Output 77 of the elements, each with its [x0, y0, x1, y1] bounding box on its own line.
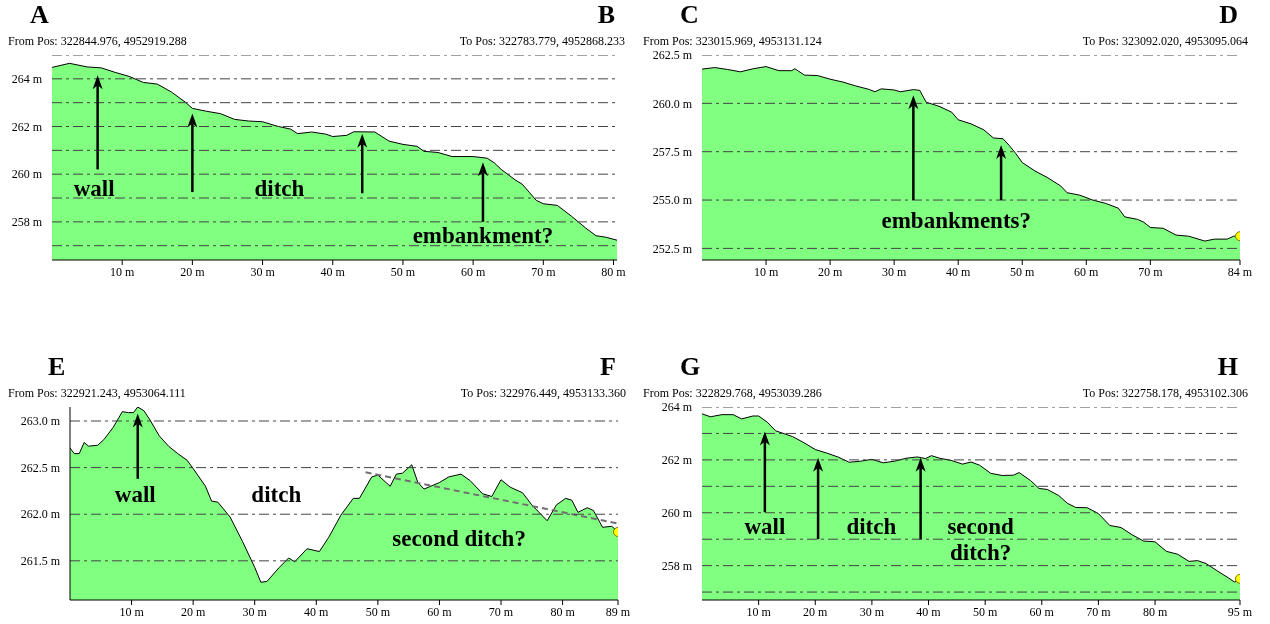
x-tick-label: 60 m: [1074, 264, 1100, 279]
x-tick-label: 50 m: [390, 264, 416, 279]
annotation: wall: [114, 481, 156, 507]
x-tick-label: 10 m: [110, 264, 136, 279]
text: To Pos: 322758.178, 4953102.306: [1082, 386, 1248, 401]
text: From Pos: 322829.768, 4953039.286: [643, 386, 822, 401]
x-tick-label: 30 m: [250, 264, 276, 279]
x-tick-label: 10 m: [119, 604, 145, 619]
text: To Pos: 322976.449, 4953133.360: [460, 386, 626, 401]
x-tick-label: 60 m: [460, 264, 486, 279]
annotation: wall: [744, 513, 786, 539]
y-tick-label: 258 m: [661, 558, 693, 573]
text: From Pos: 322921.243, 4953064.111: [8, 386, 186, 401]
x-tick-label: 30 m: [881, 264, 907, 279]
y-tick-label: 260 m: [11, 167, 43, 182]
x-tick-label: 70 m: [1086, 604, 1112, 619]
annotation: second ditch?: [392, 525, 526, 551]
x-tick-label: 95 m: [1227, 604, 1253, 619]
text: E: [48, 352, 66, 382]
x-tick-label: 10 m: [753, 264, 779, 279]
x-tick-label: 60 m: [1029, 604, 1055, 619]
annotation: embankments?: [881, 207, 1032, 233]
text: From Pos: 323015.969, 4953131.124: [643, 34, 822, 49]
y-tick-label: 260.0 m: [652, 96, 693, 111]
annotation: embankment?: [412, 222, 554, 248]
annotation: ditch: [251, 481, 302, 507]
x-tick-label: 40 m: [320, 264, 346, 279]
x-tick-label: 70 m: [488, 604, 514, 619]
x-tick-label: 20 m: [180, 264, 206, 279]
x-tick-label: 89 m: [605, 604, 631, 619]
text: G: [680, 352, 701, 382]
y-tick-label: 262 m: [661, 453, 693, 468]
y-tick-label: 260 m: [661, 506, 693, 521]
x-tick-label: 80 m: [601, 264, 627, 279]
y-tick-label: 257.5 m: [652, 144, 693, 159]
x-tick-label: 30 m: [859, 604, 885, 619]
x-tick-label: 20 m: [803, 604, 829, 619]
y-tick-label: 258 m: [11, 215, 43, 230]
y-tick-label: 264 m: [661, 400, 693, 415]
x-tick-label: 50 m: [365, 604, 391, 619]
text: C: [680, 0, 699, 30]
y-tick-label: 264 m: [11, 72, 43, 87]
y-tick-label: 261.5 m: [20, 554, 61, 569]
annotation: wall: [73, 175, 115, 201]
x-tick-label: 80 m: [550, 604, 576, 619]
x-tick-label: 50 m: [1010, 264, 1036, 279]
text: B: [597, 0, 615, 30]
y-tick-label: 252.5 m: [652, 241, 693, 256]
y-tick-label: 263.0 m: [20, 414, 61, 429]
x-tick-label: 20 m: [817, 264, 843, 279]
x-tick-label: 70 m: [531, 264, 557, 279]
x-tick-label: 40 m: [946, 264, 972, 279]
annotation: ditch: [846, 513, 897, 539]
x-tick-label: 50 m: [972, 604, 998, 619]
x-tick-label: 70 m: [1138, 264, 1164, 279]
y-tick-label: 262.0 m: [20, 507, 61, 522]
x-tick-label: 84 m: [1227, 264, 1253, 279]
x-tick-label: 30 m: [242, 604, 268, 619]
x-tick-label: 10 m: [746, 604, 772, 619]
y-tick-label: 262.5 m: [652, 48, 693, 63]
x-tick-label: 40 m: [916, 604, 942, 619]
y-tick-label: 262.5 m: [20, 460, 61, 475]
text: To Pos: 323092.020, 4953095.064: [1082, 34, 1248, 49]
x-tick-label: 20 m: [180, 604, 206, 619]
y-tick-label: 255.0 m: [652, 193, 693, 208]
annotation: ditch: [254, 175, 305, 201]
x-tick-label: 80 m: [1142, 604, 1168, 619]
y-tick-label: 262 m: [11, 119, 43, 134]
text: H: [1217, 352, 1238, 382]
text: A: [30, 0, 49, 30]
x-tick-label: 40 m: [304, 604, 330, 619]
text: D: [1219, 0, 1238, 30]
text: To Pos: 322783.779, 4952868.233: [459, 34, 625, 49]
annotation: second ditch?: [947, 513, 1015, 565]
text: From Pos: 322844.976, 4952919.288: [8, 34, 187, 49]
x-tick-label: 60 m: [427, 604, 453, 619]
text: F: [600, 352, 616, 382]
